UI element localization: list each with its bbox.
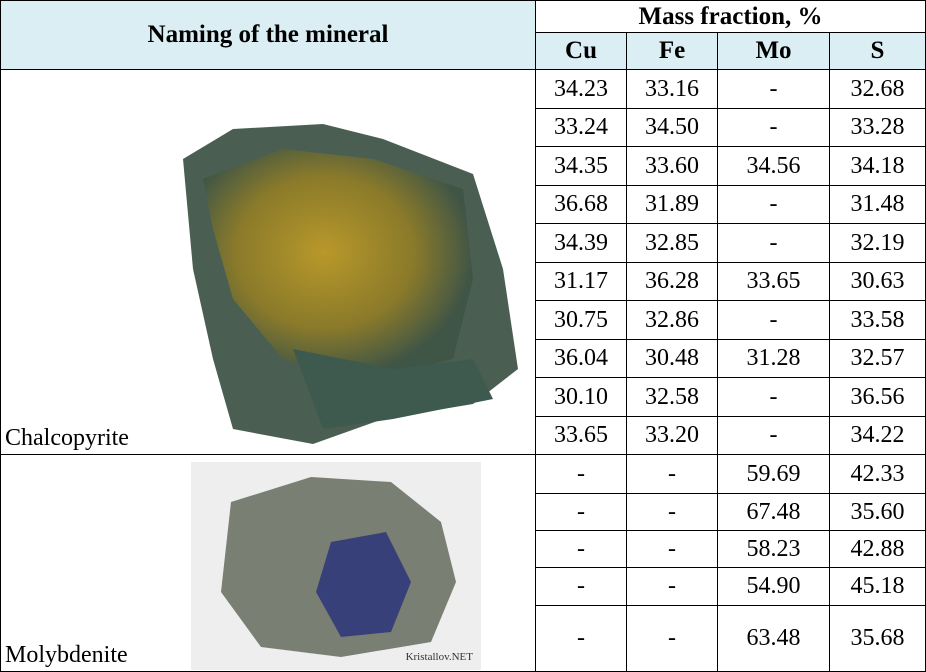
value-cell: 36.68 (536, 186, 627, 224)
molybdenite-photo: Kristallov.NET (191, 462, 481, 670)
value-cell: 35.68 (830, 606, 926, 672)
value-cell: 31.17 (536, 263, 627, 301)
value-cell: - (536, 568, 627, 606)
column-header: Mo (718, 33, 830, 70)
value-cell: - (627, 531, 718, 568)
value-cell: 36.04 (536, 340, 627, 378)
value-cell: 33.60 (627, 147, 718, 186)
chalcopyrite-photo (183, 124, 518, 444)
value-cell: - (718, 70, 830, 109)
value-cell: - (718, 301, 830, 340)
value-cell: 33.65 (536, 417, 627, 455)
value-cell: 42.33 (830, 455, 926, 494)
column-header: Fe (627, 33, 718, 70)
value-cell: 31.48 (830, 186, 926, 224)
value-cell: 31.89 (627, 186, 718, 224)
mineral-cell: Chalcopyrite (1, 70, 536, 455)
value-cell: 30.75 (536, 301, 627, 340)
value-cell: - (627, 606, 718, 672)
value-cell: 30.48 (627, 340, 718, 378)
value-cell: 34.39 (536, 224, 627, 263)
value-cell: 32.85 (627, 224, 718, 263)
value-cell: 36.56 (830, 378, 926, 417)
value-cell: - (718, 109, 830, 147)
value-cell: - (536, 494, 627, 531)
header-group: Mass fraction, % (536, 1, 926, 33)
value-cell: - (718, 378, 830, 417)
column-header: S (830, 33, 926, 70)
value-cell: - (718, 186, 830, 224)
value-cell: 35.60 (830, 494, 926, 531)
value-cell: 45.18 (830, 568, 926, 606)
value-cell: 36.28 (627, 263, 718, 301)
value-cell: - (627, 568, 718, 606)
value-cell: 63.48 (718, 606, 830, 672)
value-cell: 33.58 (830, 301, 926, 340)
value-cell: 42.88 (830, 531, 926, 568)
value-cell: 32.19 (830, 224, 926, 263)
value-cell: 33.24 (536, 109, 627, 147)
value-cell: 33.16 (627, 70, 718, 109)
value-cell: 54.90 (718, 568, 830, 606)
value-cell: - (627, 455, 718, 494)
value-cell: - (718, 417, 830, 455)
value-cell: 34.56 (718, 147, 830, 186)
value-cell: 31.28 (718, 340, 830, 378)
column-header: Cu (536, 33, 627, 70)
value-cell: 30.10 (536, 378, 627, 417)
value-cell: - (627, 494, 718, 531)
header-title: Naming of the mineral (1, 1, 536, 70)
value-cell: - (718, 224, 830, 263)
value-cell: 34.23 (536, 70, 627, 109)
value-cell: 34.22 (830, 417, 926, 455)
value-cell: - (536, 455, 627, 494)
value-cell: - (536, 606, 627, 672)
value-cell: - (536, 531, 627, 568)
value-cell: 32.86 (627, 301, 718, 340)
value-cell: 59.69 (718, 455, 830, 494)
value-cell: 33.65 (718, 263, 830, 301)
value-cell: 34.35 (536, 147, 627, 186)
value-cell: 32.68 (830, 70, 926, 109)
value-cell: 32.58 (627, 378, 718, 417)
value-cell: 34.50 (627, 109, 718, 147)
value-cell: 30.63 (830, 263, 926, 301)
value-cell: 32.57 (830, 340, 926, 378)
mineral-name: Chalcopyrite (5, 425, 129, 451)
value-cell: 67.48 (718, 494, 830, 531)
value-cell: 34.18 (830, 147, 926, 186)
mineral-name: Molybdenite (5, 642, 128, 668)
value-cell: 33.20 (627, 417, 718, 455)
value-cell: 33.28 (830, 109, 926, 147)
value-cell: 58.23 (718, 531, 830, 568)
watermark: Kristallov.NET (406, 651, 474, 663)
